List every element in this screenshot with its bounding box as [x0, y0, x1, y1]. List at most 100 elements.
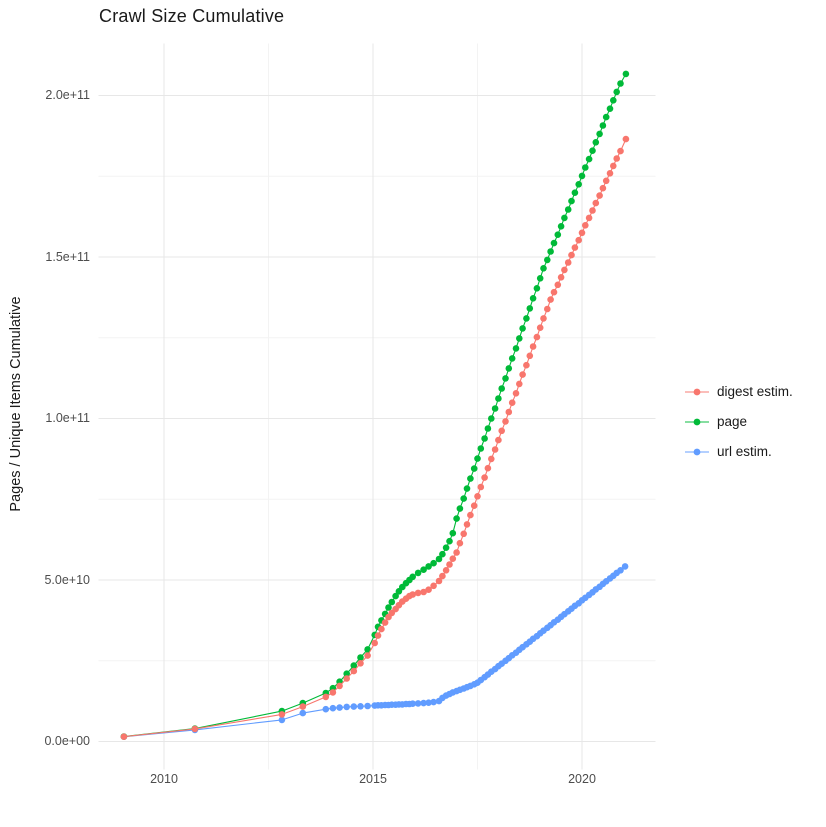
- data-point: [599, 122, 607, 129]
- data-point: [544, 305, 551, 313]
- gridlines-minor: [98, 43, 656, 770]
- data-point: [564, 259, 572, 266]
- data-point: [392, 592, 399, 600]
- data-point: [502, 418, 509, 425]
- data-point: [343, 703, 351, 711]
- data-point: [533, 285, 541, 292]
- data-point: [364, 702, 371, 710]
- data-point: [484, 464, 492, 472]
- data-point: [474, 455, 481, 462]
- data-point: [536, 275, 544, 282]
- data-point: [435, 555, 443, 563]
- data-point: [463, 485, 471, 492]
- data-point: [278, 711, 286, 718]
- data-point: [498, 427, 506, 435]
- data-point: [582, 164, 589, 171]
- data-point: [622, 135, 630, 143]
- data-point: [495, 436, 502, 444]
- data-point: [474, 493, 481, 500]
- data-point: [617, 147, 624, 155]
- data-point: [505, 365, 513, 372]
- data-point: [540, 315, 547, 322]
- data-point: [488, 455, 495, 463]
- data-point: [414, 589, 422, 597]
- data-point: [602, 177, 610, 185]
- data-point: [409, 591, 417, 598]
- data-point: [343, 675, 351, 682]
- data-point: [442, 567, 450, 574]
- data-point: [385, 604, 392, 611]
- data-point: [554, 281, 562, 289]
- data-point: [536, 324, 544, 332]
- series-url-estim-: [120, 563, 629, 740]
- data-point: [414, 569, 422, 577]
- x-tick-label: 2015: [359, 772, 387, 786]
- data-point: [491, 405, 499, 412]
- data-point: [589, 207, 596, 214]
- data-point: [449, 529, 457, 537]
- data-point: [589, 147, 596, 154]
- legend-item: digest estim.: [684, 383, 793, 400]
- data-point: [120, 733, 128, 740]
- data-point: [592, 139, 600, 146]
- legend-key-icon: [685, 448, 709, 455]
- legend-key-icon: [685, 418, 709, 425]
- data-point: [491, 446, 499, 453]
- data-point: [550, 239, 558, 247]
- data-point: [622, 70, 630, 78]
- legend-key-icon: [685, 388, 709, 395]
- y-tick-label: 1.0e+11: [45, 411, 90, 425]
- legend-label: digest estim.: [717, 384, 793, 399]
- data-point: [322, 693, 330, 701]
- data-point: [425, 699, 432, 706]
- data-point: [357, 703, 364, 710]
- data-point: [463, 521, 471, 528]
- data-point: [508, 355, 516, 362]
- data-point: [568, 197, 575, 205]
- data-point: [554, 231, 562, 238]
- data-point: [442, 544, 450, 551]
- data-point: [329, 689, 337, 696]
- y-tick-label: 0.0e+00: [44, 734, 90, 748]
- data-point: [547, 296, 554, 303]
- data-point: [561, 266, 568, 274]
- data-point: [557, 274, 565, 281]
- data-point: [519, 325, 526, 332]
- legend-label: url estim.: [717, 444, 772, 459]
- data-point: [547, 248, 554, 255]
- data-point: [585, 214, 593, 222]
- data-point: [439, 550, 446, 558]
- x-tick-label: 2010: [150, 772, 178, 786]
- data-point: [191, 725, 199, 733]
- data-point: [512, 390, 520, 397]
- data-point: [430, 698, 437, 706]
- data-point: [336, 704, 343, 711]
- data-point: [523, 315, 530, 322]
- data-point: [420, 699, 427, 707]
- data-point: [470, 502, 478, 510]
- data-point: [578, 229, 586, 237]
- data-point: [374, 632, 382, 639]
- data-point: [523, 361, 530, 369]
- data-point: [526, 305, 534, 312]
- data-point: [488, 415, 495, 422]
- legend-item: url estim.: [684, 443, 793, 460]
- data-point: [430, 559, 437, 567]
- data-point: [435, 577, 443, 585]
- gridlines-major: [98, 43, 656, 770]
- data-point: [477, 445, 485, 452]
- data-point: [575, 236, 582, 244]
- y-tick-label: 5.0e+10: [44, 572, 90, 587]
- data-point: [467, 511, 474, 519]
- data-point: [364, 646, 371, 653]
- data-point: [381, 619, 389, 626]
- data-point: [617, 80, 624, 87]
- data-point: [409, 700, 417, 707]
- data-point: [430, 582, 437, 590]
- data-point: [606, 105, 614, 112]
- data-point: [592, 199, 600, 207]
- data-point: [599, 184, 607, 192]
- data-point: [568, 251, 575, 259]
- data-point: [378, 625, 385, 633]
